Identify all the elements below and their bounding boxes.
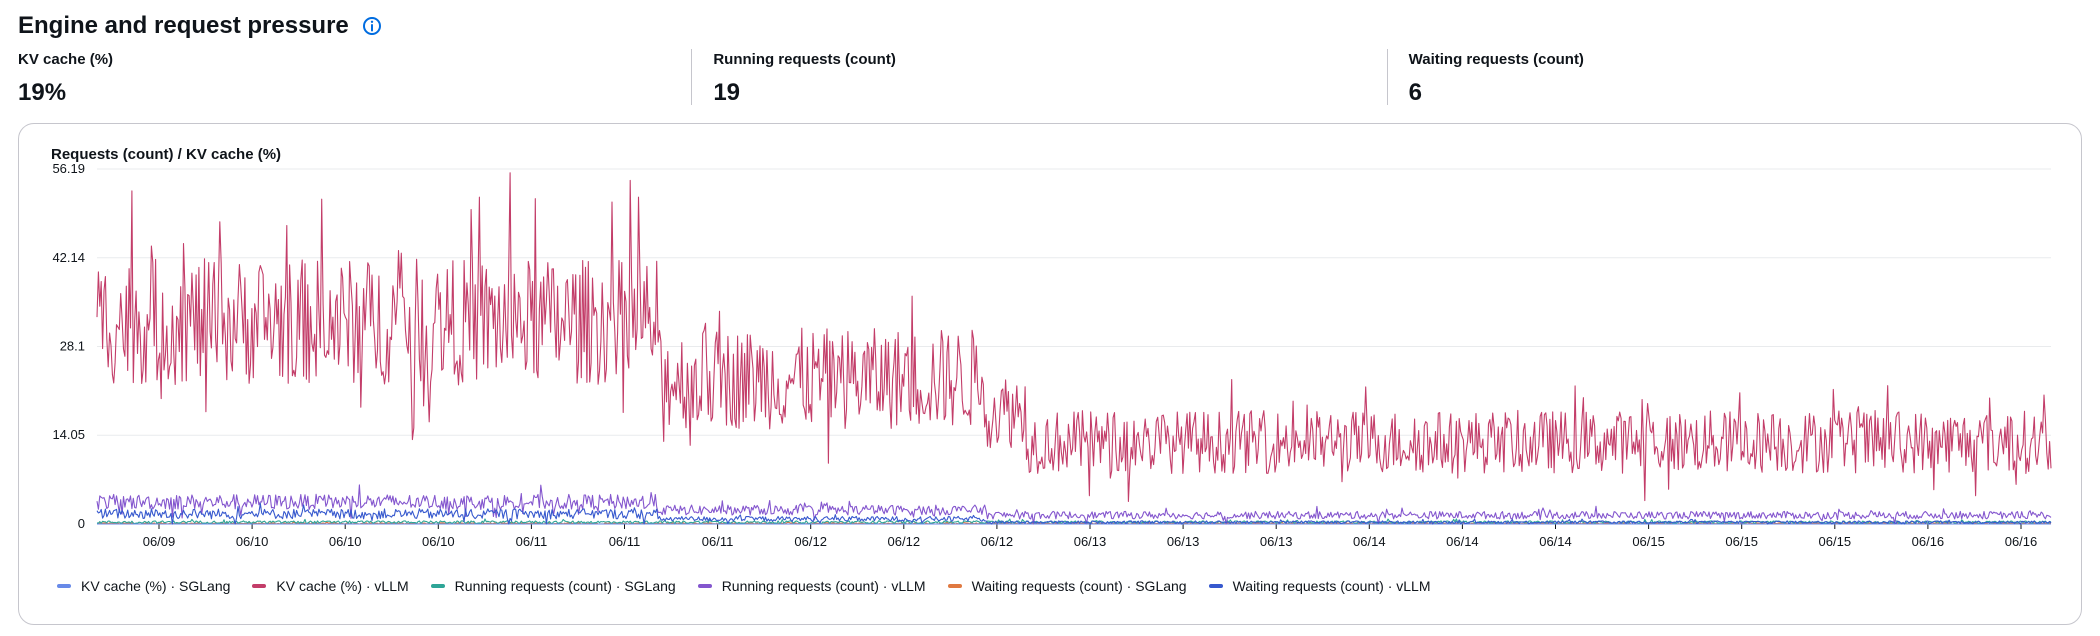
y-tick-label: 0 <box>78 516 85 531</box>
x-tick-label: 06/16 <box>2005 534 2038 549</box>
metrics-row: KV cache (%) 19% Running requests (count… <box>18 49 2082 106</box>
x-tick-label: 06/14 <box>1446 534 1479 549</box>
metric-label: Running requests (count) <box>713 51 896 68</box>
legend-swatch <box>947 584 962 588</box>
y-tick-label: 56.19 <box>52 161 85 176</box>
x-tick-label: 06/14 <box>1353 534 1386 549</box>
y-tick-label: 28.1 <box>60 338 85 353</box>
x-tick-label: 06/11 <box>702 534 734 549</box>
metric-label: Waiting requests (count) <box>1408 51 1584 68</box>
legend-label: KV cache (%) · SGLang <box>81 578 231 594</box>
metric-label: KV cache (%) <box>18 51 114 68</box>
x-tick-label: 06/16 <box>1912 534 1945 549</box>
x-tick-label: 06/14 <box>1539 534 1572 549</box>
x-tick-label: 06/11 <box>516 534 548 549</box>
line-chart[interactable]: 0 14.05 28.1 42.14 56.19 06/09 06/10 06/10 06/10… <box>19 124 2080 564</box>
section-header: Engine and request pressure <box>18 12 383 40</box>
chart-panel: Requests (count) / KV cache (%) 0 14.05 28… <box>18 123 2082 625</box>
x-tick-label: 06/15 <box>1632 534 1665 549</box>
metric-running-requests: Running requests (count) 19 <box>691 49 1386 106</box>
metric-kv-cache: KV cache (%) 19% <box>18 49 691 106</box>
legend-item[interactable]: Waiting requests (count) · SGLang <box>947 578 1187 594</box>
legend-label: KV cache (%) · vLLM <box>276 578 409 594</box>
x-tick-label: 06/13 <box>1074 534 1107 549</box>
x-tick-label: 06/12 <box>794 534 827 549</box>
x-tick-label: 06/10 <box>329 534 362 549</box>
legend-label: Waiting requests (count) · vLLM <box>1232 578 1431 594</box>
x-tick-label: 06/13 <box>1167 534 1200 549</box>
x-tick-label: 06/10 <box>236 534 269 549</box>
x-tick-label: 06/12 <box>888 534 921 549</box>
metric-value: 19% <box>18 79 67 106</box>
legend-swatch <box>252 584 267 588</box>
y-tick-label: 14.05 <box>52 427 85 442</box>
legend-item[interactable]: Running requests (count) · vLLM <box>697 578 926 594</box>
chart-title: Requests (count) / KV cache (%) <box>51 146 282 163</box>
x-tick-label: 06/09 <box>143 534 176 549</box>
legend-swatch <box>1208 584 1223 588</box>
info-icon[interactable] <box>361 15 383 37</box>
metric-value: 6 <box>1408 79 1423 106</box>
x-tick-label: 06/15 <box>1819 534 1852 549</box>
series-line-3 <box>96 484 2052 525</box>
section-title: Engine and request pressure <box>18 12 349 39</box>
legend-label: Waiting requests (count) · SGLang <box>971 578 1187 594</box>
x-tick-label: 06/12 <box>981 534 1014 549</box>
y-tick-label: 42.14 <box>52 250 85 265</box>
metric-waiting-requests: Waiting requests (count) 6 <box>1386 49 2082 106</box>
series-line-5 <box>96 502 2052 525</box>
legend-item[interactable]: KV cache (%) · SGLang <box>57 578 230 594</box>
x-tick-label: 06/13 <box>1260 534 1293 549</box>
metric-value: 19 <box>713 79 741 106</box>
x-tick-label: 06/10 <box>422 534 455 549</box>
legend-label: Running requests (count) · SGLang <box>454 578 676 594</box>
legend-swatch <box>697 584 712 588</box>
legend-label: Running requests (count) · vLLM <box>721 578 926 594</box>
legend-swatch <box>430 584 445 588</box>
x-tick-label: 06/11 <box>609 534 641 549</box>
legend-item[interactable]: KV cache (%) · vLLM <box>252 578 409 594</box>
legend-swatch <box>57 584 71 588</box>
legend-item[interactable]: Waiting requests (count) · vLLM <box>1208 578 1431 594</box>
legend-item[interactable]: Running requests (count) · SGLang <box>430 578 676 594</box>
series-line-1 <box>96 172 2052 503</box>
chart-legend: KV cache (%) · SGLang KV cache (%) · vLLM… <box>57 578 1430 594</box>
x-tick-label: 06/15 <box>1725 534 1758 549</box>
